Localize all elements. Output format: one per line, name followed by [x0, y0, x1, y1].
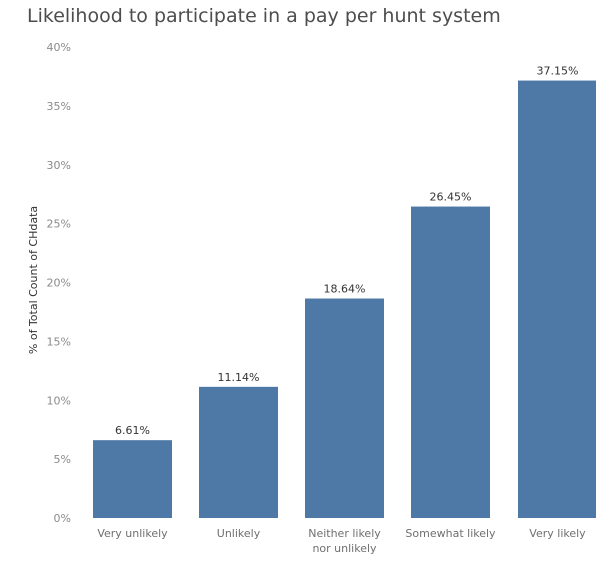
y-tick-label: 10%: [47, 394, 71, 407]
x-tick-label: Somewhat likely: [405, 527, 496, 540]
chart-title: Likelihood to participate in a pay per h…: [27, 5, 501, 27]
y-tick-label: 15%: [47, 335, 71, 348]
bar: [518, 80, 596, 518]
x-tick-label: Very unlikely: [97, 527, 168, 540]
x-tick-label: Unlikely: [217, 527, 261, 540]
bar: [305, 298, 384, 518]
data-label: 18.64%: [324, 283, 366, 296]
y-tick-label: 0%: [54, 512, 71, 525]
bar: [411, 206, 490, 518]
x-tick-label: Very likely: [529, 527, 586, 540]
y-tick-label: 40%: [47, 41, 71, 54]
data-label: 11.14%: [218, 371, 260, 384]
bar: [93, 440, 172, 518]
y-tick-label: 25%: [47, 218, 71, 231]
y-axis-label: % of Total Count of CHdata: [27, 206, 40, 354]
data-label: 6.61%: [115, 424, 150, 437]
x-tick-label: Neither likely nor unlikely: [308, 527, 381, 555]
data-labels: 6.61% 11.14% 18.64% 26.45% 37.15%: [115, 65, 578, 438]
x-axis: Very unlikely Unlikely Neither likely nor u…: [97, 527, 586, 555]
y-tick-label: 20%: [47, 277, 71, 290]
data-label: 37.15%: [537, 65, 579, 78]
y-tick-label: 30%: [47, 159, 71, 172]
y-tick-label: 35%: [47, 100, 71, 113]
y-axis: 0% 5% 10% 15% 20% 25% 30% 35% 40%: [47, 41, 71, 525]
bars: [93, 80, 596, 518]
data-label: 26.45%: [430, 191, 472, 204]
y-tick-label: 5%: [54, 453, 71, 466]
bar: [199, 386, 278, 518]
